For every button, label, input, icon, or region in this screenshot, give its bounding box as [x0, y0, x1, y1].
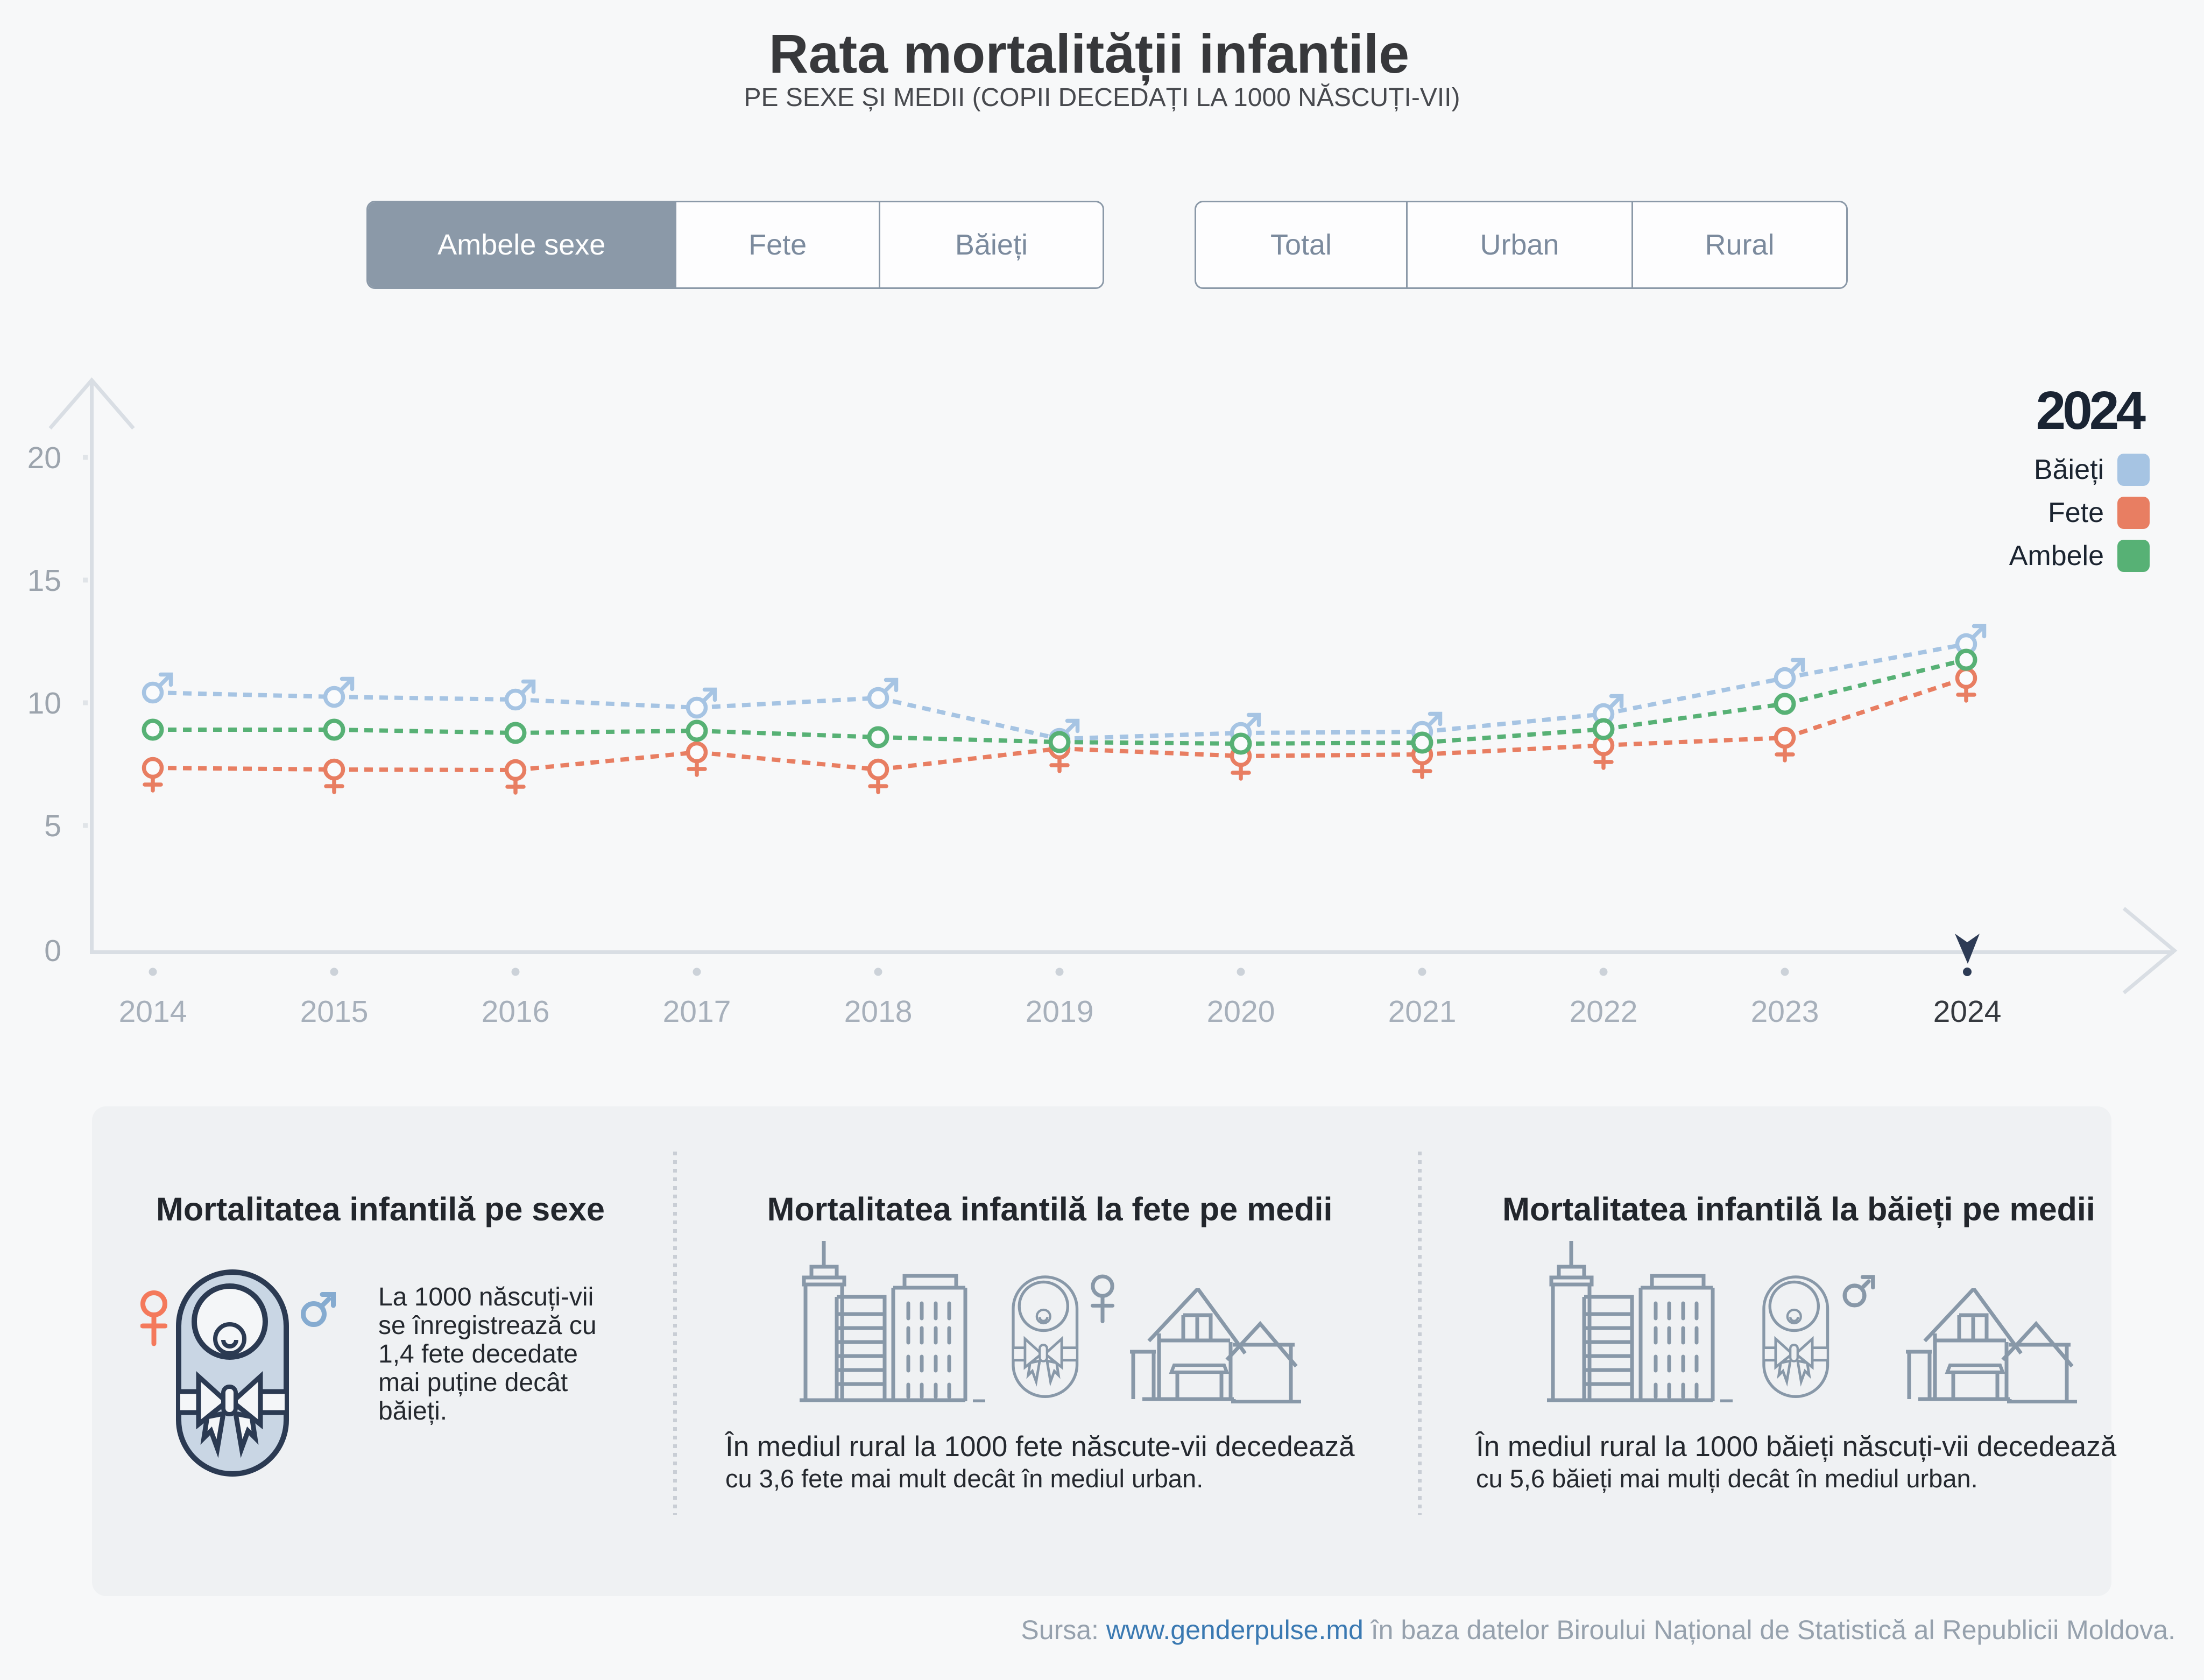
svg-text:2020: 2020 — [1207, 994, 1275, 1029]
svg-text:15: 15 — [27, 563, 61, 598]
svg-text:10: 10 — [27, 686, 61, 721]
svg-text:5: 5 — [44, 809, 61, 843]
svg-text:2018: 2018 — [844, 994, 913, 1029]
svg-text:2023: 2023 — [1751, 994, 1819, 1029]
svg-text:2024: 2024 — [1933, 994, 2002, 1029]
svg-text:0: 0 — [44, 934, 61, 968]
svg-text:2015: 2015 — [300, 994, 369, 1029]
svg-text:2021: 2021 — [1388, 994, 1457, 1029]
svg-text:2022: 2022 — [1570, 994, 1638, 1029]
svg-text:2014: 2014 — [119, 994, 187, 1029]
svg-text:2016: 2016 — [482, 994, 550, 1029]
svg-text:20: 20 — [27, 441, 61, 475]
svg-text:2019: 2019 — [1026, 994, 1094, 1029]
svg-text:2017: 2017 — [663, 994, 731, 1029]
